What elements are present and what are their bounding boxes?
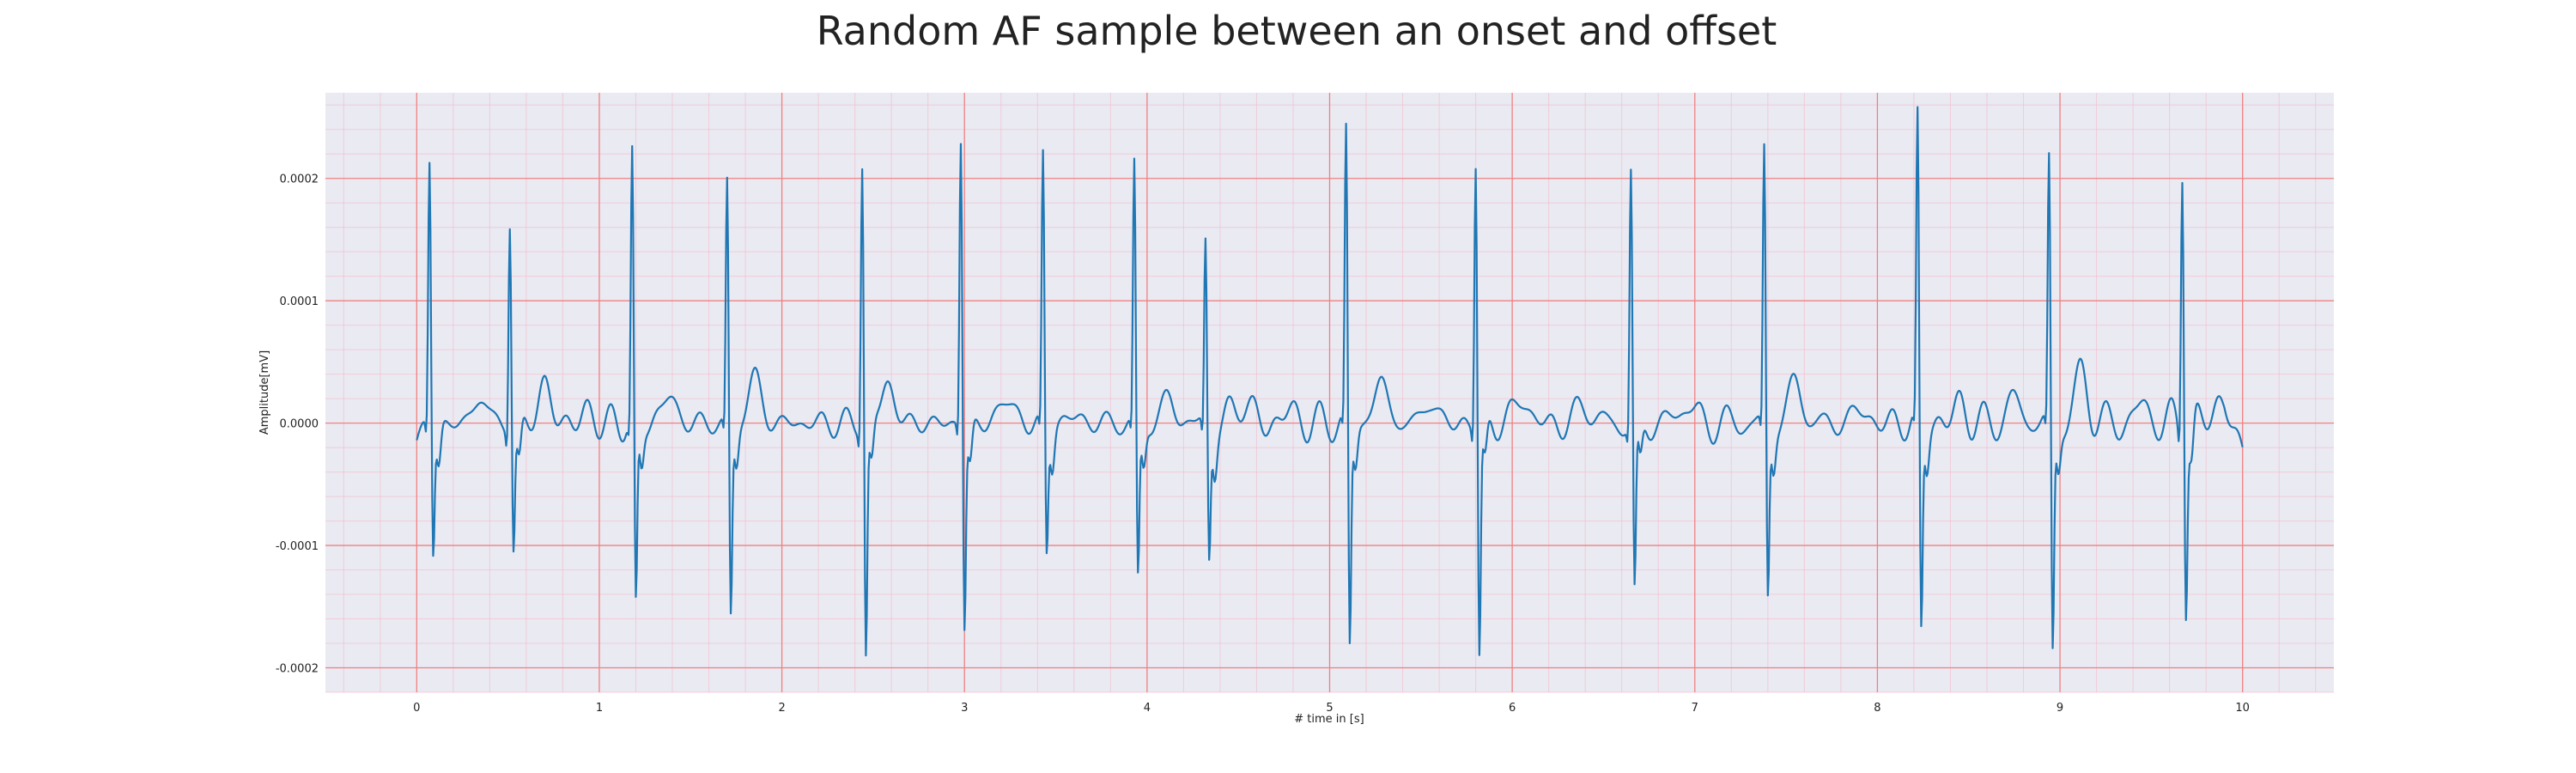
x-axis-ticks: 0 1 2 3 4 5 6 7 8 9 10	[413, 702, 2250, 715]
x-tick-label: 2	[778, 702, 785, 715]
x-tick-label: 4	[1144, 702, 1151, 715]
major-grid	[325, 93, 2334, 692]
y-axis-label: Amplitude[mV]	[258, 350, 271, 435]
x-tick-label: 3	[961, 702, 968, 715]
x-tick-label: 5	[1326, 702, 1333, 715]
x-tick-label: 8	[1874, 702, 1880, 715]
x-tick-label: 6	[1509, 702, 1516, 715]
y-tick-label: 0.0000	[280, 418, 319, 431]
x-tick-label: 9	[2057, 702, 2063, 715]
y-tick-label: 0.0002	[280, 173, 319, 186]
y-axis-ticks: -0.0002 -0.0001 0.0000 0.0001 0.0002	[276, 173, 319, 676]
y-tick-label: -0.0001	[276, 540, 319, 553]
chart-title: Random AF sample between an onset and of…	[817, 8, 1777, 54]
y-tick-label: 0.0001	[280, 295, 319, 308]
y-tick-label: -0.0002	[276, 663, 319, 676]
x-tick-label: 1	[596, 702, 603, 715]
series-line-ecg	[416, 106, 2244, 657]
x-axis-label: # time in [s]	[1294, 713, 1364, 726]
x-tick-label: 10	[2235, 702, 2250, 715]
x-tick-label: 0	[413, 702, 420, 715]
x-tick-label: 7	[1692, 702, 1698, 715]
